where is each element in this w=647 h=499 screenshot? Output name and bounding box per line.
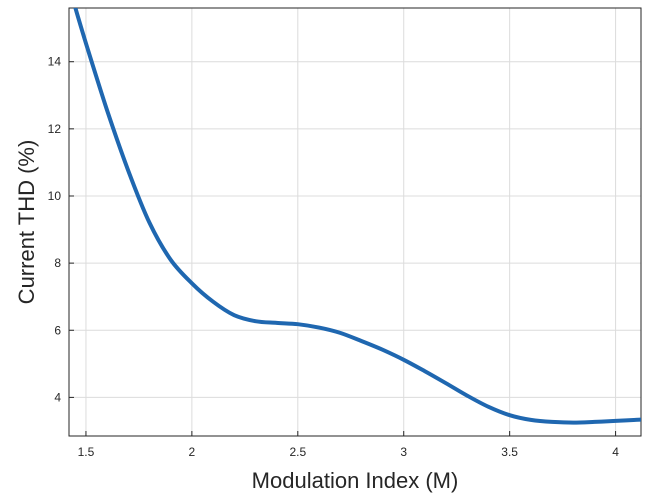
y-tick-label: 8	[54, 256, 61, 270]
y-tick-label: 12	[48, 122, 62, 136]
x-tick-label: 2	[189, 445, 196, 459]
series-line	[73, 8, 641, 425]
plot-area	[68, 7, 642, 437]
x-axis-ticks: 1.5 2 2.5 3 3.5 4	[78, 431, 619, 459]
x-axis-label: Modulation Index (M)	[252, 468, 459, 493]
y-tick-label: 4	[54, 390, 61, 404]
grid	[69, 8, 641, 436]
y-tick-label: 6	[54, 323, 61, 337]
y-axis-ticks: 4 6 8 10 12 14	[48, 55, 74, 404]
x-tick-label: 3.5	[501, 445, 518, 459]
x-tick-label: 4	[612, 445, 619, 459]
y-tick-label: 10	[48, 189, 62, 203]
x-tick-label: 3	[400, 445, 407, 459]
series-layer	[73, 8, 641, 425]
y-tick-label: 14	[48, 55, 62, 69]
y-axis-label: Current THD (%)	[14, 140, 39, 305]
x-tick-label: 2.5	[289, 445, 306, 459]
x-tick-label: 1.5	[78, 445, 95, 459]
